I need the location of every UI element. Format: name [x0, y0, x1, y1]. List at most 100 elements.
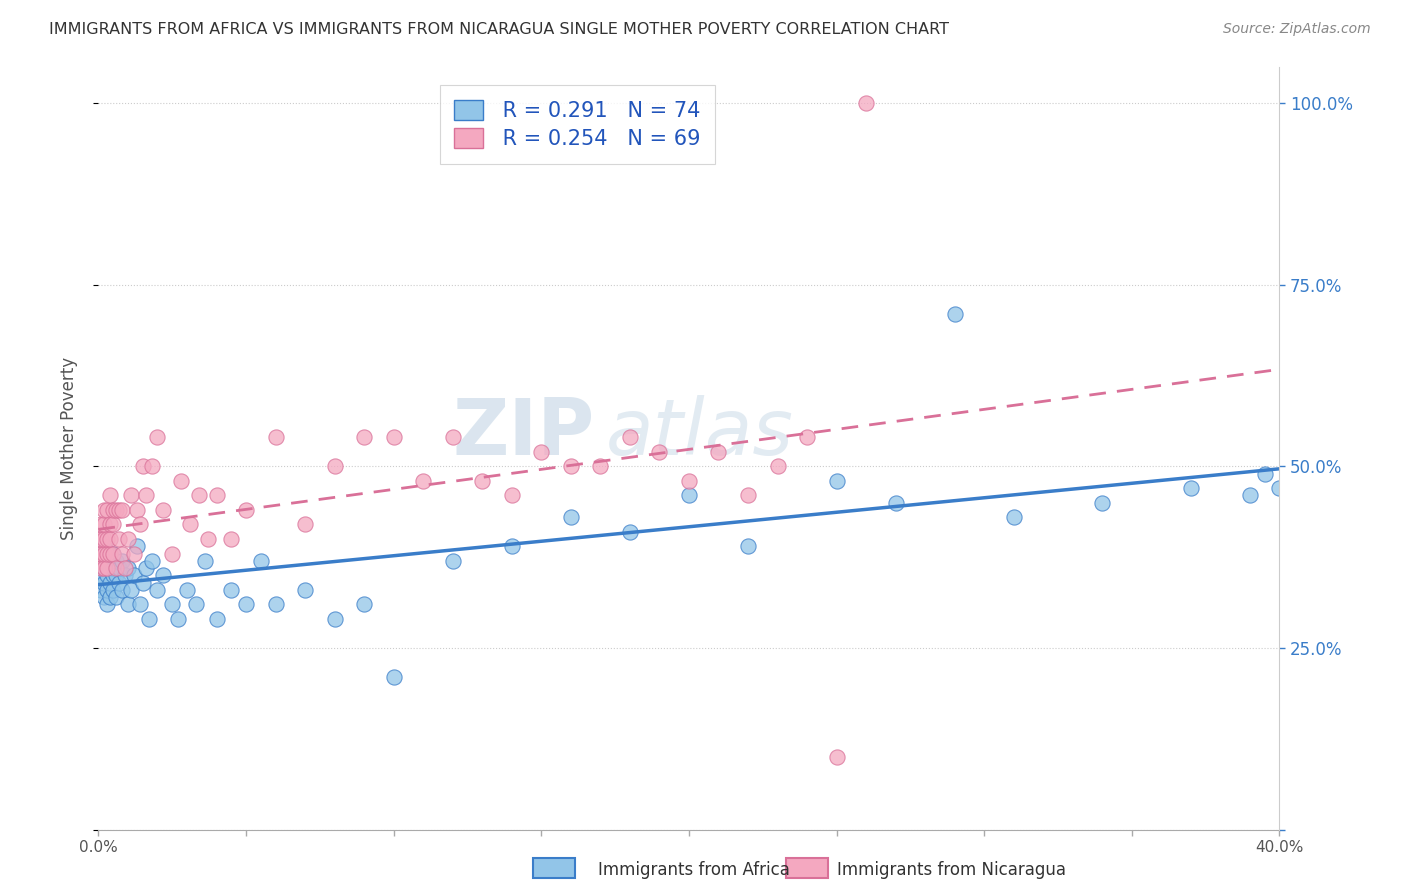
- Point: [382, 670, 405, 684]
- Point: [90, 582, 112, 597]
- Point: [412, 474, 434, 488]
- Point: [560, 459, 582, 474]
- FancyBboxPatch shape: [533, 858, 575, 878]
- Point: [108, 503, 131, 517]
- Point: [205, 612, 228, 626]
- Point: [323, 612, 346, 626]
- Point: [105, 503, 128, 517]
- Point: [93, 590, 115, 604]
- Point: [678, 488, 700, 502]
- Point: [96, 554, 118, 568]
- Point: [1254, 467, 1277, 481]
- Point: [93, 561, 115, 575]
- Point: [98, 488, 121, 502]
- Point: [141, 459, 163, 474]
- Point: [1002, 510, 1025, 524]
- Point: [530, 445, 553, 459]
- Point: [103, 547, 125, 561]
- Point: [105, 561, 128, 575]
- Point: [441, 430, 464, 444]
- Point: [678, 474, 700, 488]
- Y-axis label: Single Mother Poverty: Single Mother Poverty: [59, 357, 77, 540]
- Point: [105, 590, 128, 604]
- Point: [221, 582, 243, 597]
- Point: [501, 539, 523, 553]
- Point: [117, 561, 139, 575]
- Point: [103, 582, 125, 597]
- Point: [152, 568, 174, 582]
- Point: [93, 561, 115, 575]
- Point: [87, 568, 110, 582]
- Point: [111, 503, 134, 517]
- Point: [90, 532, 112, 546]
- Point: [264, 430, 287, 444]
- Point: [132, 575, 155, 590]
- Point: [146, 430, 169, 444]
- Point: [1180, 481, 1202, 495]
- Point: [98, 575, 121, 590]
- Point: [205, 488, 228, 502]
- Point: [501, 488, 523, 502]
- Point: [250, 554, 273, 568]
- Point: [120, 488, 142, 502]
- Point: [1268, 481, 1291, 495]
- Point: [90, 568, 112, 582]
- Point: [87, 554, 110, 568]
- Point: [589, 459, 612, 474]
- Point: [766, 459, 789, 474]
- Point: [884, 496, 907, 510]
- Point: [103, 547, 125, 561]
- Point: [235, 598, 257, 612]
- Point: [98, 590, 121, 604]
- Point: [108, 561, 131, 575]
- Point: [235, 503, 257, 517]
- Point: [170, 474, 193, 488]
- Point: [294, 517, 316, 532]
- Text: Source: ZipAtlas.com: Source: ZipAtlas.com: [1223, 22, 1371, 37]
- Point: [87, 554, 110, 568]
- Point: [737, 488, 759, 502]
- Point: [125, 503, 148, 517]
- Point: [114, 568, 136, 582]
- Point: [90, 547, 112, 561]
- Point: [90, 517, 112, 532]
- Point: [87, 532, 110, 546]
- Point: [353, 430, 375, 444]
- Point: [93, 503, 115, 517]
- Point: [96, 598, 118, 612]
- Legend:  R = 0.291   N = 74,  R = 0.254   N = 69: R = 0.291 N = 74, R = 0.254 N = 69: [440, 85, 714, 163]
- Point: [122, 547, 145, 561]
- Point: [87, 547, 110, 561]
- Point: [93, 539, 115, 553]
- Point: [471, 474, 494, 488]
- Point: [179, 517, 201, 532]
- Point: [122, 568, 145, 582]
- Text: Immigrants from Nicaragua: Immigrants from Nicaragua: [837, 861, 1066, 879]
- Point: [825, 474, 848, 488]
- Point: [103, 561, 125, 575]
- Point: [96, 532, 118, 546]
- Point: [87, 547, 110, 561]
- Point: [98, 517, 121, 532]
- Point: [707, 445, 730, 459]
- Point: [103, 503, 125, 517]
- Point: [111, 582, 134, 597]
- FancyBboxPatch shape: [786, 858, 828, 878]
- Point: [146, 582, 169, 597]
- Point: [103, 517, 125, 532]
- Point: [128, 598, 150, 612]
- Point: [120, 582, 142, 597]
- Point: [105, 568, 128, 582]
- Point: [93, 517, 115, 532]
- Point: [1091, 496, 1114, 510]
- Point: [382, 430, 405, 444]
- Point: [184, 598, 207, 612]
- Point: [176, 582, 198, 597]
- Point: [943, 307, 966, 321]
- Point: [93, 575, 115, 590]
- Point: [560, 510, 582, 524]
- Point: [111, 554, 134, 568]
- Point: [93, 547, 115, 561]
- Point: [796, 430, 818, 444]
- Point: [117, 598, 139, 612]
